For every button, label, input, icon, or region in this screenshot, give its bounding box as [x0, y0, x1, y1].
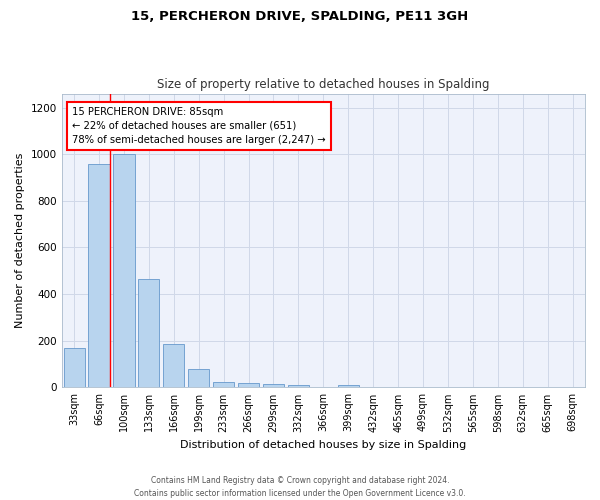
Bar: [213, 382, 234, 388]
Bar: [338, 385, 359, 388]
Text: 15, PERCHERON DRIVE, SPALDING, PE11 3GH: 15, PERCHERON DRIVE, SPALDING, PE11 3GH: [131, 10, 469, 23]
Bar: [64, 348, 85, 388]
Bar: [263, 384, 284, 388]
Bar: [163, 344, 184, 388]
Y-axis label: Number of detached properties: Number of detached properties: [15, 153, 25, 328]
Bar: [188, 369, 209, 388]
Bar: [88, 164, 110, 388]
Bar: [288, 385, 309, 388]
Bar: [113, 154, 134, 388]
X-axis label: Distribution of detached houses by size in Spalding: Distribution of detached houses by size …: [180, 440, 466, 450]
Bar: [238, 383, 259, 388]
Bar: [138, 279, 160, 388]
Text: Contains HM Land Registry data © Crown copyright and database right 2024.
Contai: Contains HM Land Registry data © Crown c…: [134, 476, 466, 498]
Text: 15 PERCHERON DRIVE: 85sqm
← 22% of detached houses are smaller (651)
78% of semi: 15 PERCHERON DRIVE: 85sqm ← 22% of detac…: [72, 107, 326, 145]
Title: Size of property relative to detached houses in Spalding: Size of property relative to detached ho…: [157, 78, 490, 91]
